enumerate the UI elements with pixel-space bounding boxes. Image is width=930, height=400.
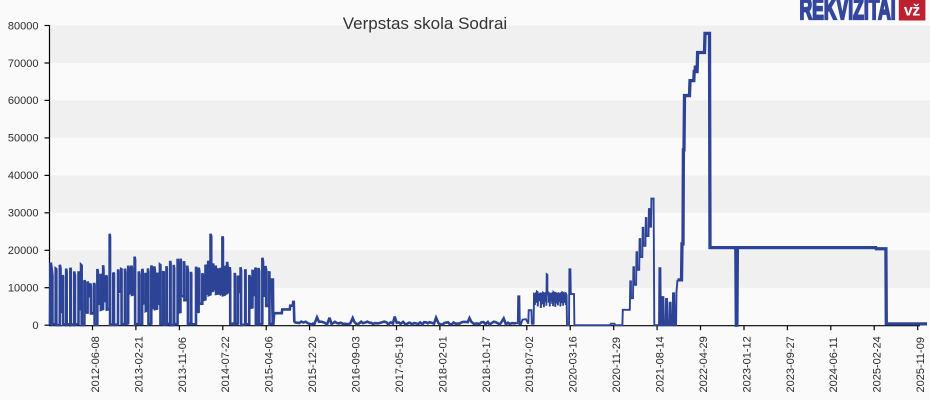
svg-text:2025-11-09: 2025-11-09 — [915, 337, 927, 392]
svg-text:40000: 40000 — [8, 170, 39, 182]
svg-text:2025-02-24: 2025-02-24 — [872, 336, 884, 392]
svg-text:2019-07-02: 2019-07-02 — [524, 336, 536, 392]
svg-text:2013-02-21: 2013-02-21 — [133, 336, 145, 392]
svg-text:2020-11-29: 2020-11-29 — [611, 337, 623, 392]
svg-text:2014-07-22: 2014-07-22 — [220, 336, 232, 392]
svg-text:2017-05-19: 2017-05-19 — [394, 336, 406, 392]
svg-text:2021-08-14: 2021-08-14 — [655, 336, 667, 392]
svg-text:2012-06-08: 2012-06-08 — [90, 336, 102, 392]
svg-text:70000: 70000 — [8, 58, 39, 70]
svg-text:30000: 30000 — [8, 208, 39, 220]
svg-text:50000: 50000 — [8, 133, 39, 145]
svg-text:2022-04-29: 2022-04-29 — [698, 336, 710, 392]
svg-text:20000: 20000 — [8, 245, 39, 257]
svg-text:60000: 60000 — [8, 95, 39, 107]
svg-text:10000: 10000 — [8, 283, 39, 295]
svg-text:2023-01-12: 2023-01-12 — [741, 336, 753, 392]
svg-text:2013-11-06: 2013-11-06 — [177, 337, 189, 392]
svg-text:2018-02-01: 2018-02-01 — [437, 336, 449, 392]
svg-text:2016-09-03: 2016-09-03 — [351, 336, 363, 392]
svg-text:2020-03-16: 2020-03-16 — [568, 336, 580, 392]
svg-text:2018-10-17: 2018-10-17 — [481, 336, 493, 392]
svg-text:2023-09-27: 2023-09-27 — [785, 336, 797, 392]
svg-text:REKVIZITAI: REKVIZITAI — [800, 0, 896, 26]
svg-text:2015-12-20: 2015-12-20 — [307, 336, 319, 392]
svg-text:2024-06-11: 2024-06-11 — [828, 337, 840, 392]
svg-text:80000: 80000 — [8, 20, 39, 32]
svg-text:0: 0 — [32, 320, 38, 332]
svg-text:2015-04-06: 2015-04-06 — [264, 336, 276, 392]
svg-text:vž: vž — [904, 3, 920, 20]
svg-text:Verpstas skola Sodrai: Verpstas skola Sodrai — [343, 14, 507, 33]
